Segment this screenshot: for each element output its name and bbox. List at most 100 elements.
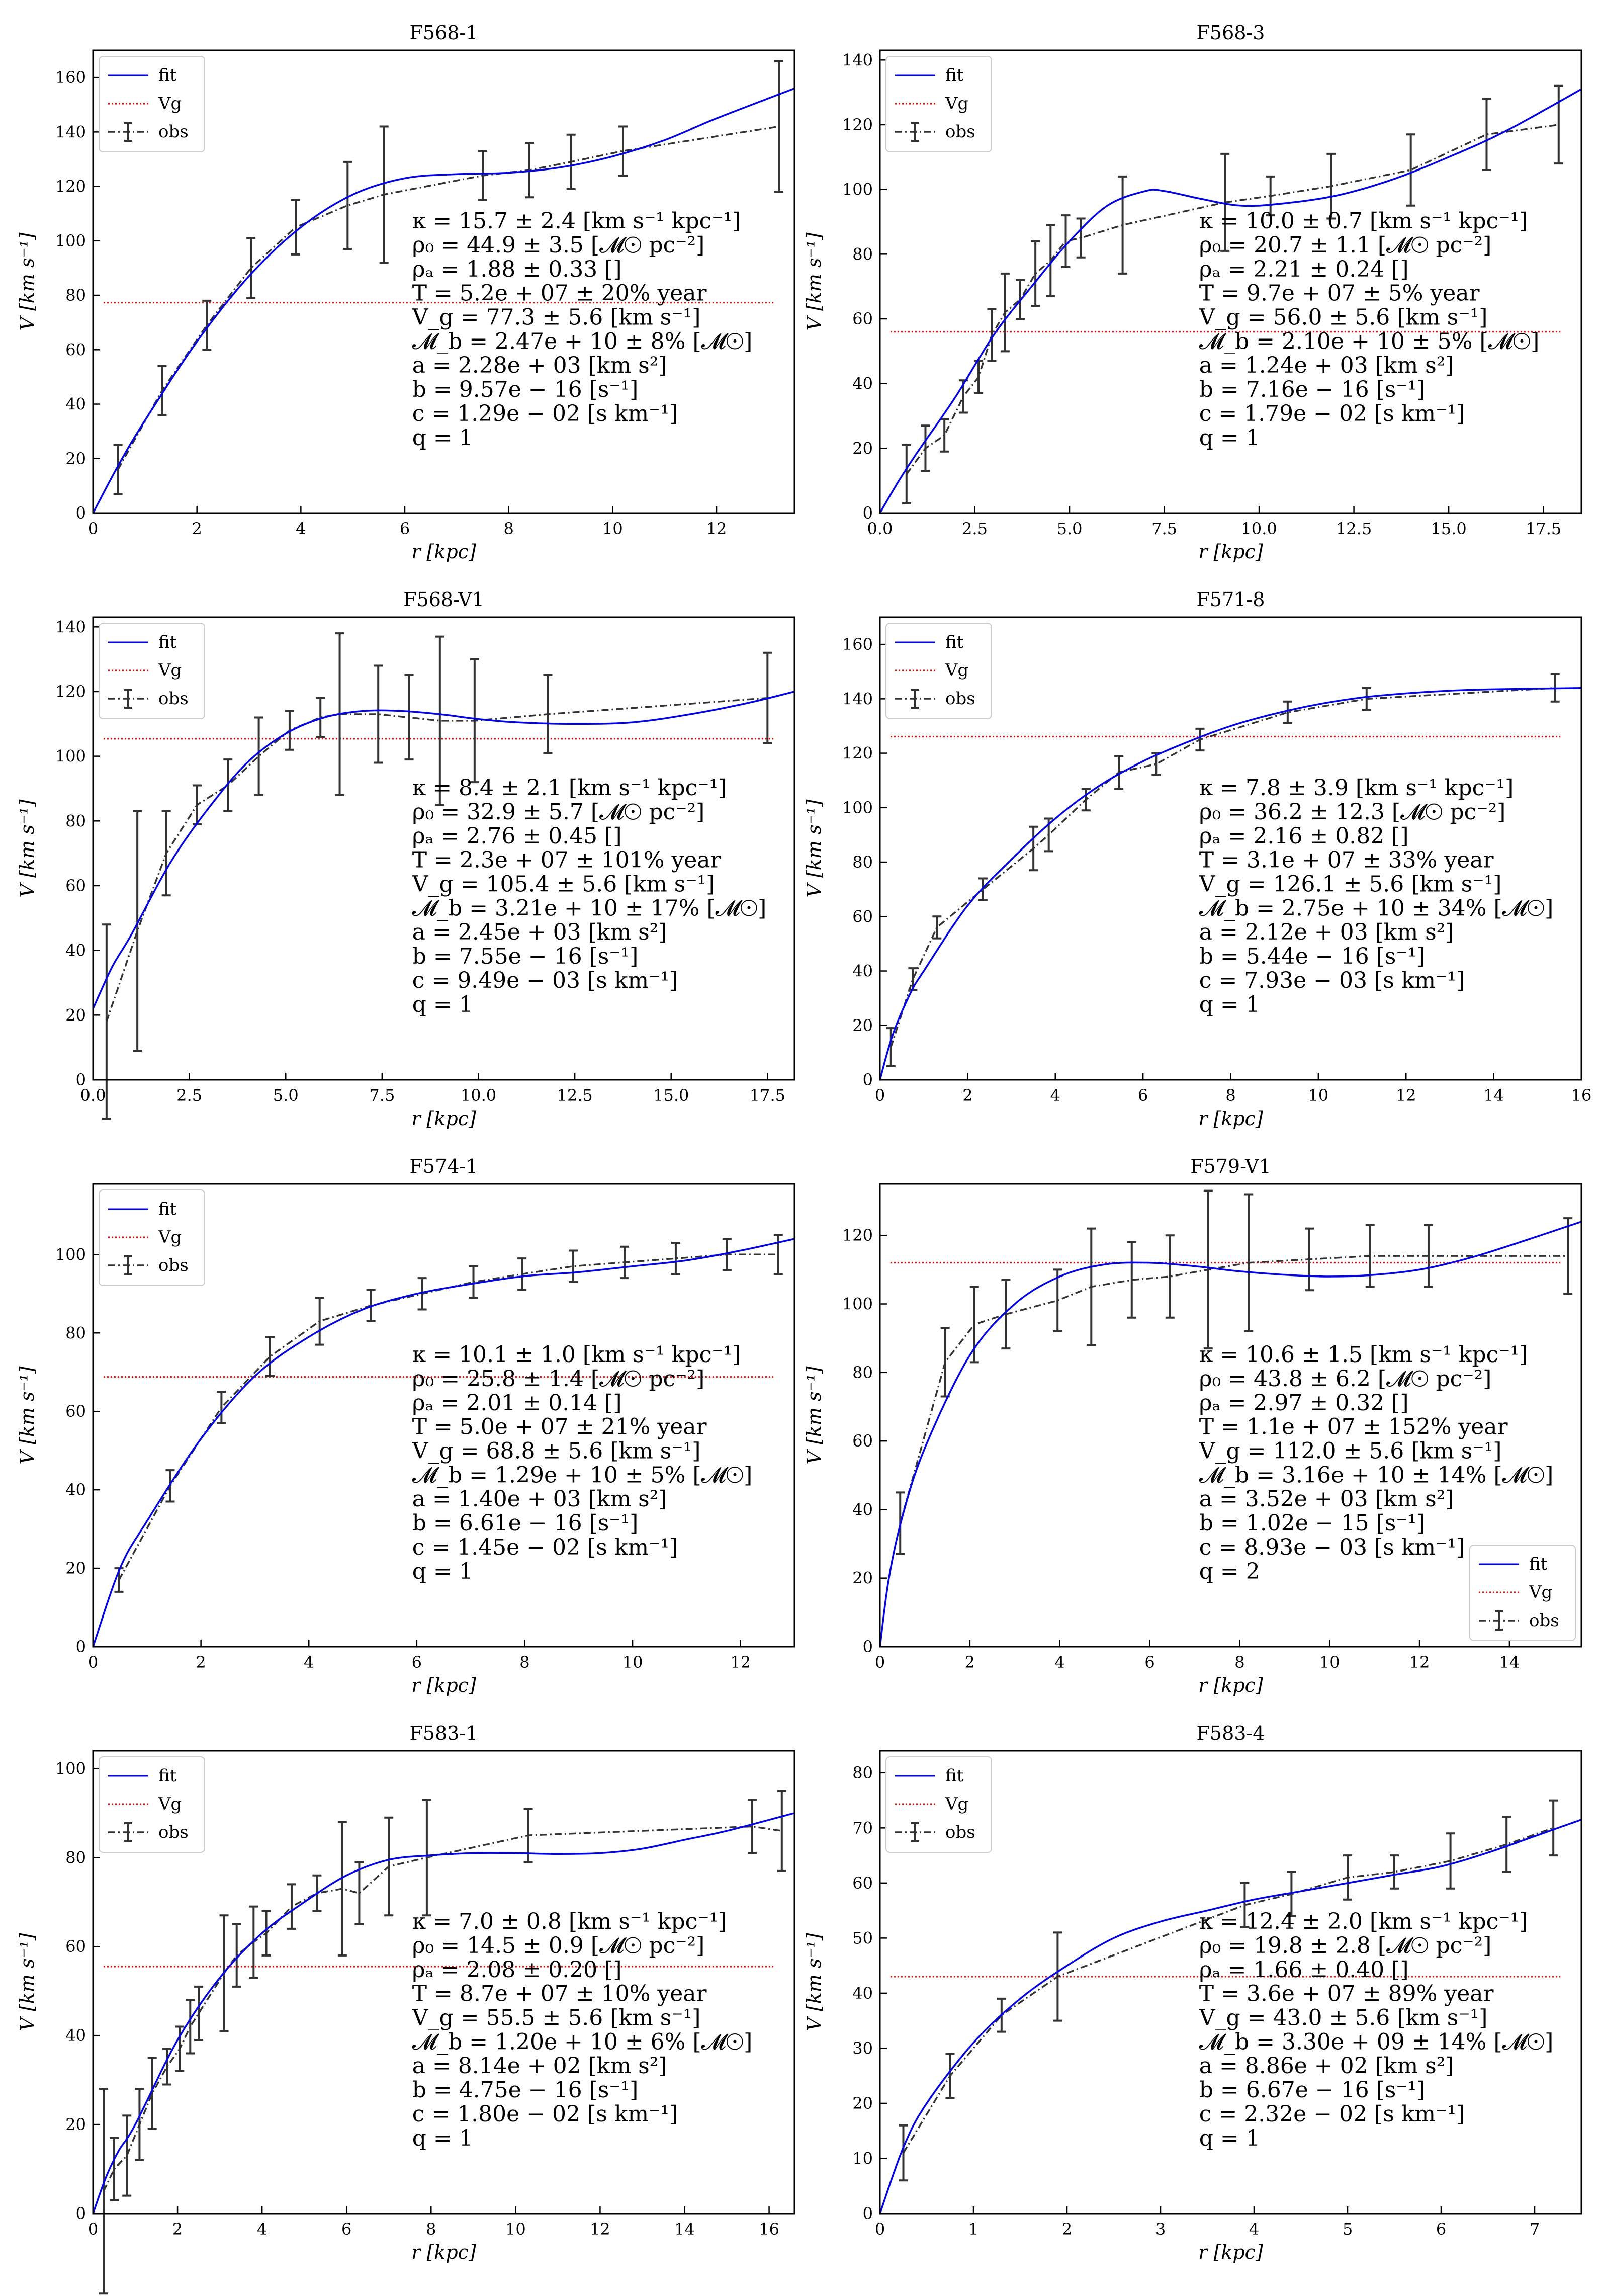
annotation-line: V_g = 68.8 ± 5.6 [km s⁻¹] xyxy=(412,1438,701,1464)
annotation-line: b = 6.61e − 16 [s⁻¹] xyxy=(412,1510,639,1536)
x-tick-label: 10.0 xyxy=(1241,519,1277,538)
y-tick-label: 80 xyxy=(65,1323,86,1342)
chart-title: F568-3 xyxy=(1197,22,1265,44)
annotation-line: ρ₀ = 44.9 ± 3.5 [𝓜☉ pc⁻²] xyxy=(412,232,705,258)
y-tick-label: 60 xyxy=(65,1937,86,1956)
fit-curve xyxy=(93,1812,794,2214)
fit-curve xyxy=(880,88,1581,513)
fit-curve xyxy=(93,691,794,1009)
annotation-line: κ = 10.0 ± 0.7 [km s⁻¹ kpc⁻¹] xyxy=(1199,208,1528,234)
error-bar xyxy=(543,674,553,754)
error-bar xyxy=(291,199,300,256)
error-bar xyxy=(987,308,997,362)
error-bar xyxy=(379,125,389,264)
fit-curve xyxy=(880,687,1581,1080)
error-bar xyxy=(525,142,534,199)
legend: fit Vg obs xyxy=(99,1756,205,1853)
error-bar xyxy=(773,1234,783,1275)
y-tick-label: 40 xyxy=(852,374,873,393)
annotation-line: ρₐ = 2.01 ± 0.14 [] xyxy=(412,1390,622,1416)
error-bar xyxy=(265,1336,275,1378)
error-bar xyxy=(261,1910,271,1957)
x-tick-label: 2 xyxy=(1062,2220,1072,2239)
annotation-line: ρₐ = 2.97 ± 0.32 [] xyxy=(1199,1390,1409,1416)
chart-panel: F583-1 0 2 4 6 8 10 12 14 16 0 20 40 60 80 100 r [kpc] V … xyxy=(16,1722,795,2295)
annotation-line: c = 1.79e − 02 [s km⁻¹] xyxy=(1199,401,1465,427)
error-bar xyxy=(1000,272,1010,353)
y-tick-label: 80 xyxy=(852,1363,873,1382)
x-tick-label: 6 xyxy=(1144,1653,1154,1672)
error-bar xyxy=(1165,1234,1175,1319)
annotation-line: κ = 7.8 ± 3.9 [km s⁻¹ kpc⁻¹] xyxy=(1199,775,1514,801)
annotation-line: b = 1.02e − 15 [s⁻¹] xyxy=(1199,1510,1426,1536)
annotation-line: T = 5.0e + 07 ± 21% year xyxy=(412,1414,707,1440)
y-tick-label: 30 xyxy=(852,2038,873,2058)
annotation-line: 𝓜_b = 2.10e + 10 ± 5% [𝓜☉] xyxy=(1199,328,1540,354)
annotation-line: κ = 10.1 ± 1.0 [km s⁻¹ kpc⁻¹] xyxy=(412,1342,741,1368)
x-tick-label: 6 xyxy=(341,2220,351,2239)
legend-label: fit xyxy=(945,1766,964,1786)
y-tick-label: 80 xyxy=(65,286,86,305)
y-tick-label: 100 xyxy=(55,747,86,766)
legend: fit Vg obs xyxy=(1469,1545,1576,1641)
error-bar xyxy=(1365,1224,1375,1288)
annotation-line: 𝓜_b = 3.21e + 10 ± 17% [𝓜☉] xyxy=(412,895,767,921)
error-bar xyxy=(1502,1816,1511,1873)
y-axis-label: V [km s⁻¹] xyxy=(16,232,38,330)
chart-title: F583-4 xyxy=(1197,1722,1265,1744)
legend-label: Vg xyxy=(158,660,182,681)
x-tick-label: 8 xyxy=(1234,1653,1244,1672)
x-axis-label: r [kpc] xyxy=(411,1674,476,1696)
y-tick-label: 40 xyxy=(65,2026,86,2045)
y-tick-label: 0 xyxy=(863,1637,873,1656)
y-tick-label: 40 xyxy=(852,1500,873,1519)
x-tick-label: 2 xyxy=(172,2220,183,2239)
x-tick-label: 12 xyxy=(730,1653,751,1672)
x-tick-label: 7.5 xyxy=(369,1086,395,1105)
error-bar xyxy=(1195,727,1205,752)
annotation-line: ρₐ = 2.08 ± 0.20 [] xyxy=(412,1957,622,1983)
plot-frame xyxy=(92,1750,795,2215)
legend-label: Vg xyxy=(1529,1582,1552,1602)
y-tick-label: 140 xyxy=(842,50,873,69)
error-bar xyxy=(384,1816,394,1917)
annotation-line: c = 1.29e − 02 [s km⁻¹] xyxy=(412,401,678,427)
y-tick-label: 140 xyxy=(55,617,86,636)
chart-title: F579-V1 xyxy=(1190,1155,1271,1177)
y-tick-label: 80 xyxy=(852,853,873,872)
x-axis-label: r [kpc] xyxy=(411,1108,476,1130)
x-tick-label: 4 xyxy=(1249,2220,1259,2239)
x-tick-label: 4 xyxy=(296,519,306,538)
y-tick-label: 60 xyxy=(852,309,873,328)
error-bar xyxy=(1482,98,1491,172)
legend: fit Vg obs xyxy=(99,1189,205,1286)
error-bar xyxy=(747,1799,757,1854)
legend-label: Vg xyxy=(945,1794,968,1814)
y-tick-label: 10 xyxy=(852,2149,873,2168)
x-axis-label: r [kpc] xyxy=(1198,1108,1263,1130)
y-tick-label: 100 xyxy=(55,1759,86,1778)
y-tick-label: 60 xyxy=(852,1874,873,1893)
y-tick-label: 20 xyxy=(852,1569,873,1588)
x-tick-label: 15.0 xyxy=(653,1086,689,1105)
annotation-line: ρ₀ = 36.2 ± 12.3 [𝓜☉ pc⁻²] xyxy=(1199,799,1506,825)
annotation-line: a = 8.86e + 02 [km s²] xyxy=(1199,2053,1454,2079)
x-tick-label: 10.0 xyxy=(461,1086,496,1105)
x-tick-label: 2 xyxy=(965,1653,975,1672)
x-tick-label: 5.0 xyxy=(1057,519,1083,538)
x-tick-label: 0 xyxy=(88,2220,98,2239)
annotation-line: T = 9.7e + 07 ± 5% year xyxy=(1199,281,1480,306)
error-bar xyxy=(1563,1217,1573,1295)
x-axis-label: r [kpc] xyxy=(411,541,476,563)
error-bar xyxy=(186,1999,195,2055)
y-tick-label: 60 xyxy=(65,340,86,359)
error-bar xyxy=(110,2137,119,2201)
x-tick-label: 0.0 xyxy=(80,1086,106,1105)
x-tick-label: 1 xyxy=(968,2220,978,2239)
error-bar xyxy=(1423,1224,1433,1288)
annotation-line: T = 5.2e + 07 ± 20% year xyxy=(412,281,707,306)
error-bar xyxy=(113,444,123,495)
y-tick-label: 120 xyxy=(842,1226,873,1245)
error-bar xyxy=(135,2088,144,2161)
error-bar xyxy=(422,1799,431,1917)
